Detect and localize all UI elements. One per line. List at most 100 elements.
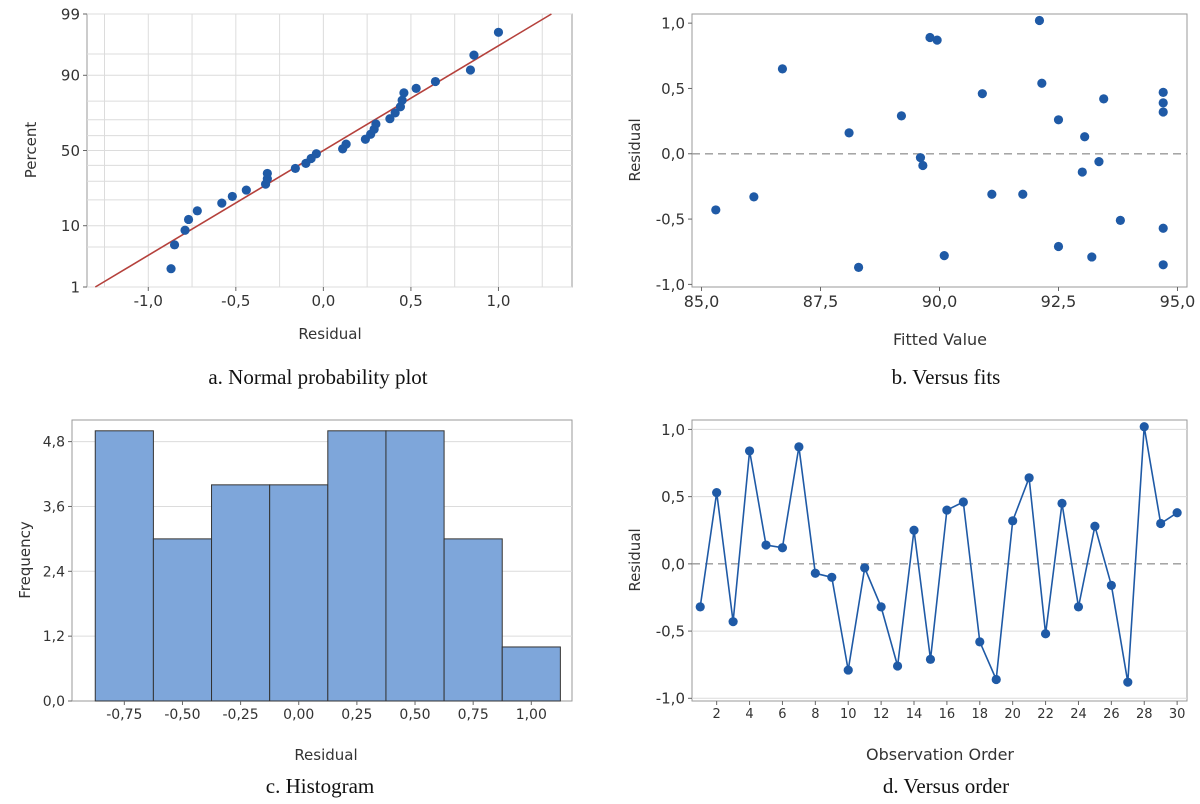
x-tick-label: 90,0 [922, 292, 958, 311]
plot-area [691, 13, 1188, 288]
x-tick-label: 10 [840, 707, 857, 722]
x-tick-label: 24 [1070, 707, 1087, 722]
data-point [290, 163, 300, 174]
y-tick-label: 4,8 [43, 435, 65, 451]
chart-caption: d. Versus order [883, 774, 1009, 798]
y-tick-label: 1,0 [661, 421, 685, 439]
data-point [844, 128, 854, 138]
histogram-bar [94, 430, 154, 702]
data-point [827, 572, 837, 582]
data-point [1115, 215, 1125, 225]
x-tick-label: 6 [778, 707, 786, 722]
data-point [399, 88, 409, 98]
data-point [262, 168, 272, 179]
data-point [711, 205, 721, 215]
data-point [987, 189, 997, 199]
y-tick-label: -0,5 [656, 622, 685, 640]
y-tick-label: 1,0 [661, 15, 685, 33]
histogram-bar [443, 538, 503, 702]
x-tick-label: 2 [713, 707, 721, 722]
plot-area [691, 419, 1188, 702]
x-tick-label: 8 [811, 707, 819, 722]
data-point [1034, 15, 1045, 26]
data-point [777, 64, 788, 74]
data-point [371, 119, 381, 129]
x-axis-label: Residual [298, 325, 361, 343]
x-tick-labels: -1,0 -0,5 0,0 0,5 1,0 [134, 287, 511, 310]
data-point [932, 35, 942, 45]
y-tick-labels: -1,0 -0,5 0,0 0,5 1,0 [656, 15, 692, 294]
x-tick-label: 0,0 [311, 292, 335, 310]
data-point [1158, 223, 1168, 233]
data-point [925, 654, 936, 664]
versus-fits-panel: 85,0 87,5 90,0 92,5 95,0 -1,0 -0,5 0,0 0,5 1,0 F… [626, 13, 1196, 389]
y-tick-label: 0,0 [43, 694, 65, 710]
data-point [1024, 473, 1034, 483]
data-point [1018, 189, 1028, 199]
data-point [1099, 94, 1109, 104]
data-point [1139, 422, 1149, 432]
y-tick-label: 0,5 [661, 488, 685, 506]
data-point [749, 192, 759, 202]
x-tick-label: 0,75 [458, 707, 489, 723]
chart-caption: c. Histogram [266, 774, 374, 798]
data-point [942, 505, 952, 515]
data-point [761, 540, 771, 550]
y-tick-label: 1,2 [43, 629, 65, 645]
x-tick-label: 20 [1004, 707, 1021, 722]
data-point [166, 264, 176, 274]
x-tick-label: 18 [972, 707, 989, 722]
data-point [1158, 98, 1168, 108]
histogram-bar [211, 484, 271, 702]
x-tick-label: 16 [939, 707, 956, 722]
x-tick-label: -0,75 [106, 707, 142, 723]
data-point [1158, 260, 1168, 270]
x-tick-label: 1,0 [487, 292, 511, 310]
x-tick-label: 22 [1037, 707, 1054, 722]
data-point [1090, 521, 1100, 531]
data-point [1053, 241, 1064, 252]
data-point [1073, 602, 1084, 612]
data-point [1040, 629, 1051, 639]
y-tick-label: 0,5 [661, 80, 685, 98]
y-tick-label: 2,4 [43, 564, 65, 580]
histogram-bar [385, 430, 445, 702]
histogram-bar [501, 646, 561, 702]
data-point [430, 76, 441, 87]
x-tick-label: 1,00 [516, 707, 547, 723]
y-tick-label: -1,0 [656, 276, 685, 294]
data-point [853, 262, 864, 273]
data-point [977, 89, 987, 99]
data-point [892, 661, 903, 671]
data-marks [94, 430, 561, 702]
data-point [1106, 580, 1116, 590]
y-tick-label: 50 [61, 142, 80, 160]
data-point [909, 525, 919, 535]
data-point [744, 446, 755, 456]
chart-caption: a. Normal probability plot [208, 365, 427, 389]
x-tick-label: -0,50 [164, 707, 200, 723]
data-point [1080, 132, 1090, 142]
data-point [493, 27, 504, 37]
x-tick-label: 30 [1169, 707, 1186, 722]
versus-order-panel: 2 4 6 8 10 12 14 16 18 20 22 24 26 28 30 -1,0-0,50,00,… [626, 419, 1188, 798]
x-tick-label: 87,5 [803, 292, 839, 311]
y-tick-label: -1,0 [656, 690, 685, 708]
data-point [311, 149, 321, 159]
data-point [217, 198, 227, 208]
data-point [1037, 78, 1047, 88]
y-tick-label: 3,6 [43, 500, 65, 516]
y-tick-label: 1 [70, 278, 80, 296]
data-point [241, 185, 251, 195]
histogram-bar [269, 484, 329, 702]
data-point [860, 563, 870, 573]
x-tick-label: 0,25 [341, 707, 372, 723]
x-axis-label: Fitted Value [893, 330, 987, 349]
data-point [397, 95, 407, 105]
data-point [1123, 677, 1133, 687]
fit-line [94, 13, 552, 288]
x-tick-label: 0,00 [283, 707, 314, 723]
y-axis-label: Residual [626, 118, 644, 181]
data-point [341, 139, 351, 149]
x-tick-label: 95,0 [1160, 292, 1196, 311]
